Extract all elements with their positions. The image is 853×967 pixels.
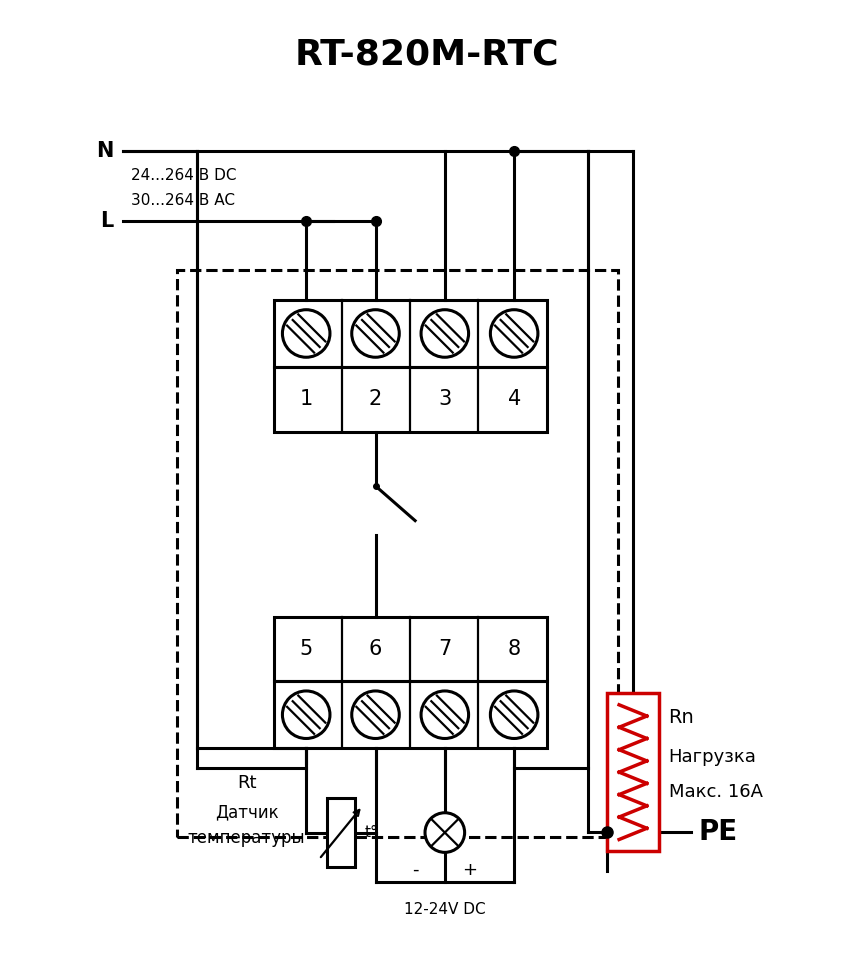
Text: 1: 1 xyxy=(299,390,312,409)
Text: PE: PE xyxy=(698,817,737,845)
Text: 3: 3 xyxy=(438,390,451,409)
Text: температуры: температуры xyxy=(188,829,305,846)
Bar xyxy=(177,270,618,836)
Text: Нагрузка: Нагрузка xyxy=(668,748,756,766)
Text: 4: 4 xyxy=(507,390,520,409)
Text: 6: 6 xyxy=(368,639,382,659)
Bar xyxy=(327,798,354,867)
Text: Датчик: Датчик xyxy=(215,804,278,822)
Bar xyxy=(273,617,546,681)
Text: 5: 5 xyxy=(299,639,312,659)
Text: -: - xyxy=(411,862,418,879)
Text: L: L xyxy=(100,211,113,230)
Text: Rt: Rt xyxy=(237,774,256,792)
Bar xyxy=(273,681,546,748)
Text: 12-24V DC: 12-24V DC xyxy=(403,902,485,918)
Bar xyxy=(273,367,546,431)
Bar xyxy=(606,693,658,851)
Text: N: N xyxy=(96,141,113,161)
Text: 8: 8 xyxy=(507,639,520,659)
Text: Rn: Rn xyxy=(668,708,693,727)
Text: RT-820M-RTC: RT-820M-RTC xyxy=(294,38,559,72)
Text: 30...264 В AC: 30...264 В AC xyxy=(131,193,235,208)
Text: 2: 2 xyxy=(368,390,381,409)
Text: Макс. 16А: Макс. 16А xyxy=(668,783,762,801)
Text: 7: 7 xyxy=(438,639,451,659)
Bar xyxy=(273,300,546,367)
Text: t°: t° xyxy=(364,825,378,840)
Text: 24...264 В DC: 24...264 В DC xyxy=(131,167,236,183)
Circle shape xyxy=(425,812,464,852)
Text: +: + xyxy=(461,862,477,879)
